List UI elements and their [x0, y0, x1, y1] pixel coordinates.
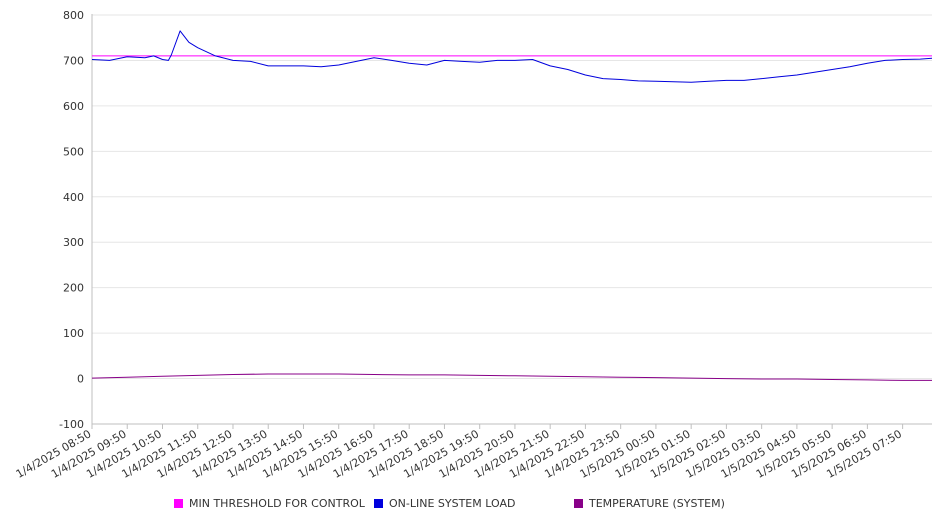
y-tick-label: 0 — [77, 373, 84, 386]
legend-label-system-load: ON-LINE SYSTEM LOAD — [389, 497, 516, 510]
grid-lines — [92, 14, 932, 425]
legend: MIN THRESHOLD FOR CONTROL ON-LINE SYSTEM… — [0, 497, 946, 515]
legend-swatch-system-load — [374, 499, 383, 508]
legend-item-min-threshold[interactable]: MIN THRESHOLD FOR CONTROL — [174, 497, 365, 510]
series-lines — [91, 30, 933, 381]
legend-label-temperature: TEMPERATURE (SYSTEM) — [589, 497, 725, 510]
y-tick-label: 700 — [63, 54, 84, 67]
series-line-2 — [91, 373, 932, 381]
x-axis-ticks: 1/4/2025 08:501/4/2025 09:501/4/2025 10:… — [14, 424, 904, 481]
y-tick-label: 300 — [63, 236, 84, 249]
y-tick-label: 100 — [63, 327, 84, 340]
legend-label-min-threshold: MIN THRESHOLD FOR CONTROL — [189, 497, 365, 510]
legend-item-system-load[interactable]: ON-LINE SYSTEM LOAD — [374, 497, 515, 510]
legend-swatch-temperature — [574, 499, 583, 508]
y-tick-label: 800 — [63, 9, 84, 22]
y-tick-label: 200 — [63, 282, 84, 295]
series-line-1 — [91, 30, 933, 83]
y-tick-label: 400 — [63, 191, 84, 204]
y-axis-ticks: 800 700 600 500 400 300 200 100 0 -100 — [59, 9, 84, 431]
y-tick-label: 600 — [63, 100, 84, 113]
y-tick-label: 500 — [63, 145, 84, 158]
legend-swatch-min-threshold — [174, 499, 183, 508]
y-tick-label: -100 — [59, 418, 84, 431]
legend-item-temperature[interactable]: TEMPERATURE (SYSTEM) — [574, 497, 725, 510]
